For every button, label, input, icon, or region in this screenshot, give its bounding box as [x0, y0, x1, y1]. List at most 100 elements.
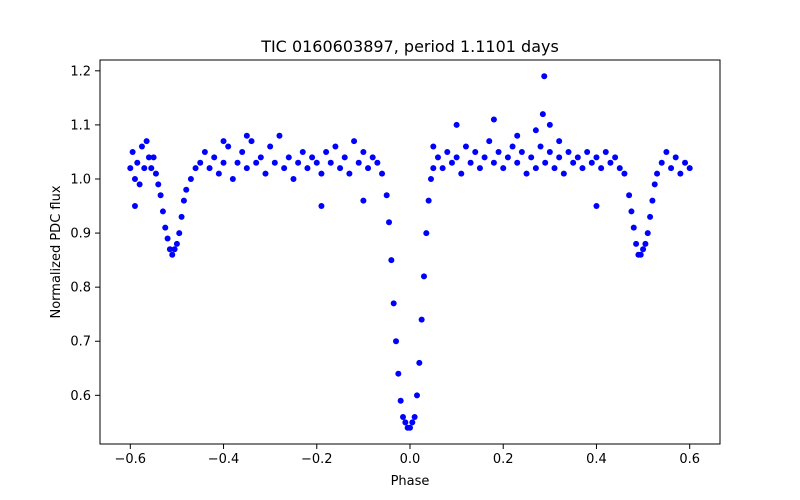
data-point	[574, 154, 581, 161]
x-axis: −0.6 −0.4 −0.2 0.0 0.2 0.4 0.6	[115, 444, 700, 467]
data-point	[309, 154, 316, 161]
data-point	[173, 240, 180, 247]
data-point	[243, 132, 250, 139]
data-point	[584, 148, 591, 155]
data-point	[546, 121, 553, 128]
data-point	[248, 138, 255, 145]
data-point	[374, 159, 381, 166]
data-point	[211, 154, 218, 161]
data-point	[420, 273, 427, 280]
data-point	[281, 165, 288, 172]
data-point	[439, 165, 446, 172]
data-point	[626, 192, 633, 199]
data-point	[171, 246, 178, 253]
data-point	[637, 251, 644, 258]
data-point	[243, 165, 250, 172]
y-tick-label: 1.1	[70, 118, 91, 133]
data-point	[514, 132, 521, 139]
data-point	[490, 159, 497, 166]
data-point	[206, 165, 213, 172]
data-point	[220, 159, 227, 166]
data-point	[360, 197, 367, 204]
y-axis: 0.6 0.7 0.8 0.9 1.0 1.1 1.2	[70, 64, 100, 404]
data-point	[141, 165, 148, 172]
data-point	[355, 159, 362, 166]
data-points	[127, 73, 693, 431]
data-point	[395, 370, 402, 377]
data-point	[514, 159, 521, 166]
data-point	[323, 148, 330, 155]
data-point	[402, 419, 409, 426]
x-tick-label: 0.0	[400, 452, 421, 467]
data-point	[383, 192, 390, 199]
data-point	[131, 175, 138, 182]
data-point	[462, 143, 469, 150]
data-point	[612, 154, 619, 161]
data-point	[365, 165, 372, 172]
data-point	[159, 208, 166, 215]
data-point	[225, 143, 232, 150]
data-point	[386, 219, 393, 226]
data-point	[169, 251, 176, 258]
x-tick-label: 0.2	[493, 452, 514, 467]
data-point	[388, 257, 395, 264]
data-point	[397, 397, 404, 404]
data-point	[304, 165, 311, 172]
data-point	[651, 181, 658, 188]
data-point	[407, 424, 413, 431]
data-point	[393, 338, 400, 345]
data-point	[532, 165, 539, 172]
data-point	[602, 148, 609, 155]
data-point	[285, 154, 292, 161]
data-point	[500, 165, 507, 172]
data-point	[220, 138, 227, 145]
data-point	[565, 148, 572, 155]
data-point	[598, 165, 605, 172]
data-point	[668, 165, 675, 172]
x-tick-label: −0.6	[115, 452, 147, 467]
data-point	[649, 197, 656, 204]
data-point	[295, 159, 302, 166]
y-axis-label: Normalized PDC flux	[49, 185, 64, 318]
data-point	[518, 148, 525, 155]
chart-title: TIC 0160603897, period 1.1101 days	[260, 37, 559, 56]
y-tick-label: 0.6	[70, 389, 91, 404]
data-point	[201, 148, 208, 155]
data-point	[313, 159, 320, 166]
data-point	[593, 154, 600, 161]
data-point	[556, 138, 563, 145]
data-point	[642, 240, 649, 247]
data-point	[253, 159, 260, 166]
data-point	[192, 165, 199, 172]
data-point	[593, 203, 600, 210]
data-point	[134, 159, 141, 166]
data-point	[560, 170, 567, 177]
data-point	[183, 186, 190, 193]
data-point	[663, 148, 670, 155]
data-point	[537, 143, 544, 150]
data-point	[411, 413, 418, 420]
x-tick-label: 0.6	[679, 452, 700, 467]
data-point	[299, 148, 306, 155]
data-point	[262, 170, 269, 177]
data-point	[369, 154, 376, 161]
data-point	[504, 154, 511, 161]
data-point	[155, 181, 162, 188]
data-point	[472, 148, 479, 155]
data-point	[423, 230, 430, 237]
data-point	[640, 246, 647, 253]
data-point	[644, 230, 651, 237]
data-point	[180, 197, 187, 204]
x-axis-label: Phase	[391, 474, 430, 489]
data-point	[418, 316, 425, 323]
data-point	[215, 170, 222, 177]
data-point	[152, 170, 159, 177]
data-point	[630, 224, 637, 231]
data-point	[351, 138, 358, 145]
data-point	[682, 159, 689, 166]
data-point	[332, 143, 339, 150]
data-point	[425, 197, 432, 204]
data-point	[187, 175, 194, 182]
